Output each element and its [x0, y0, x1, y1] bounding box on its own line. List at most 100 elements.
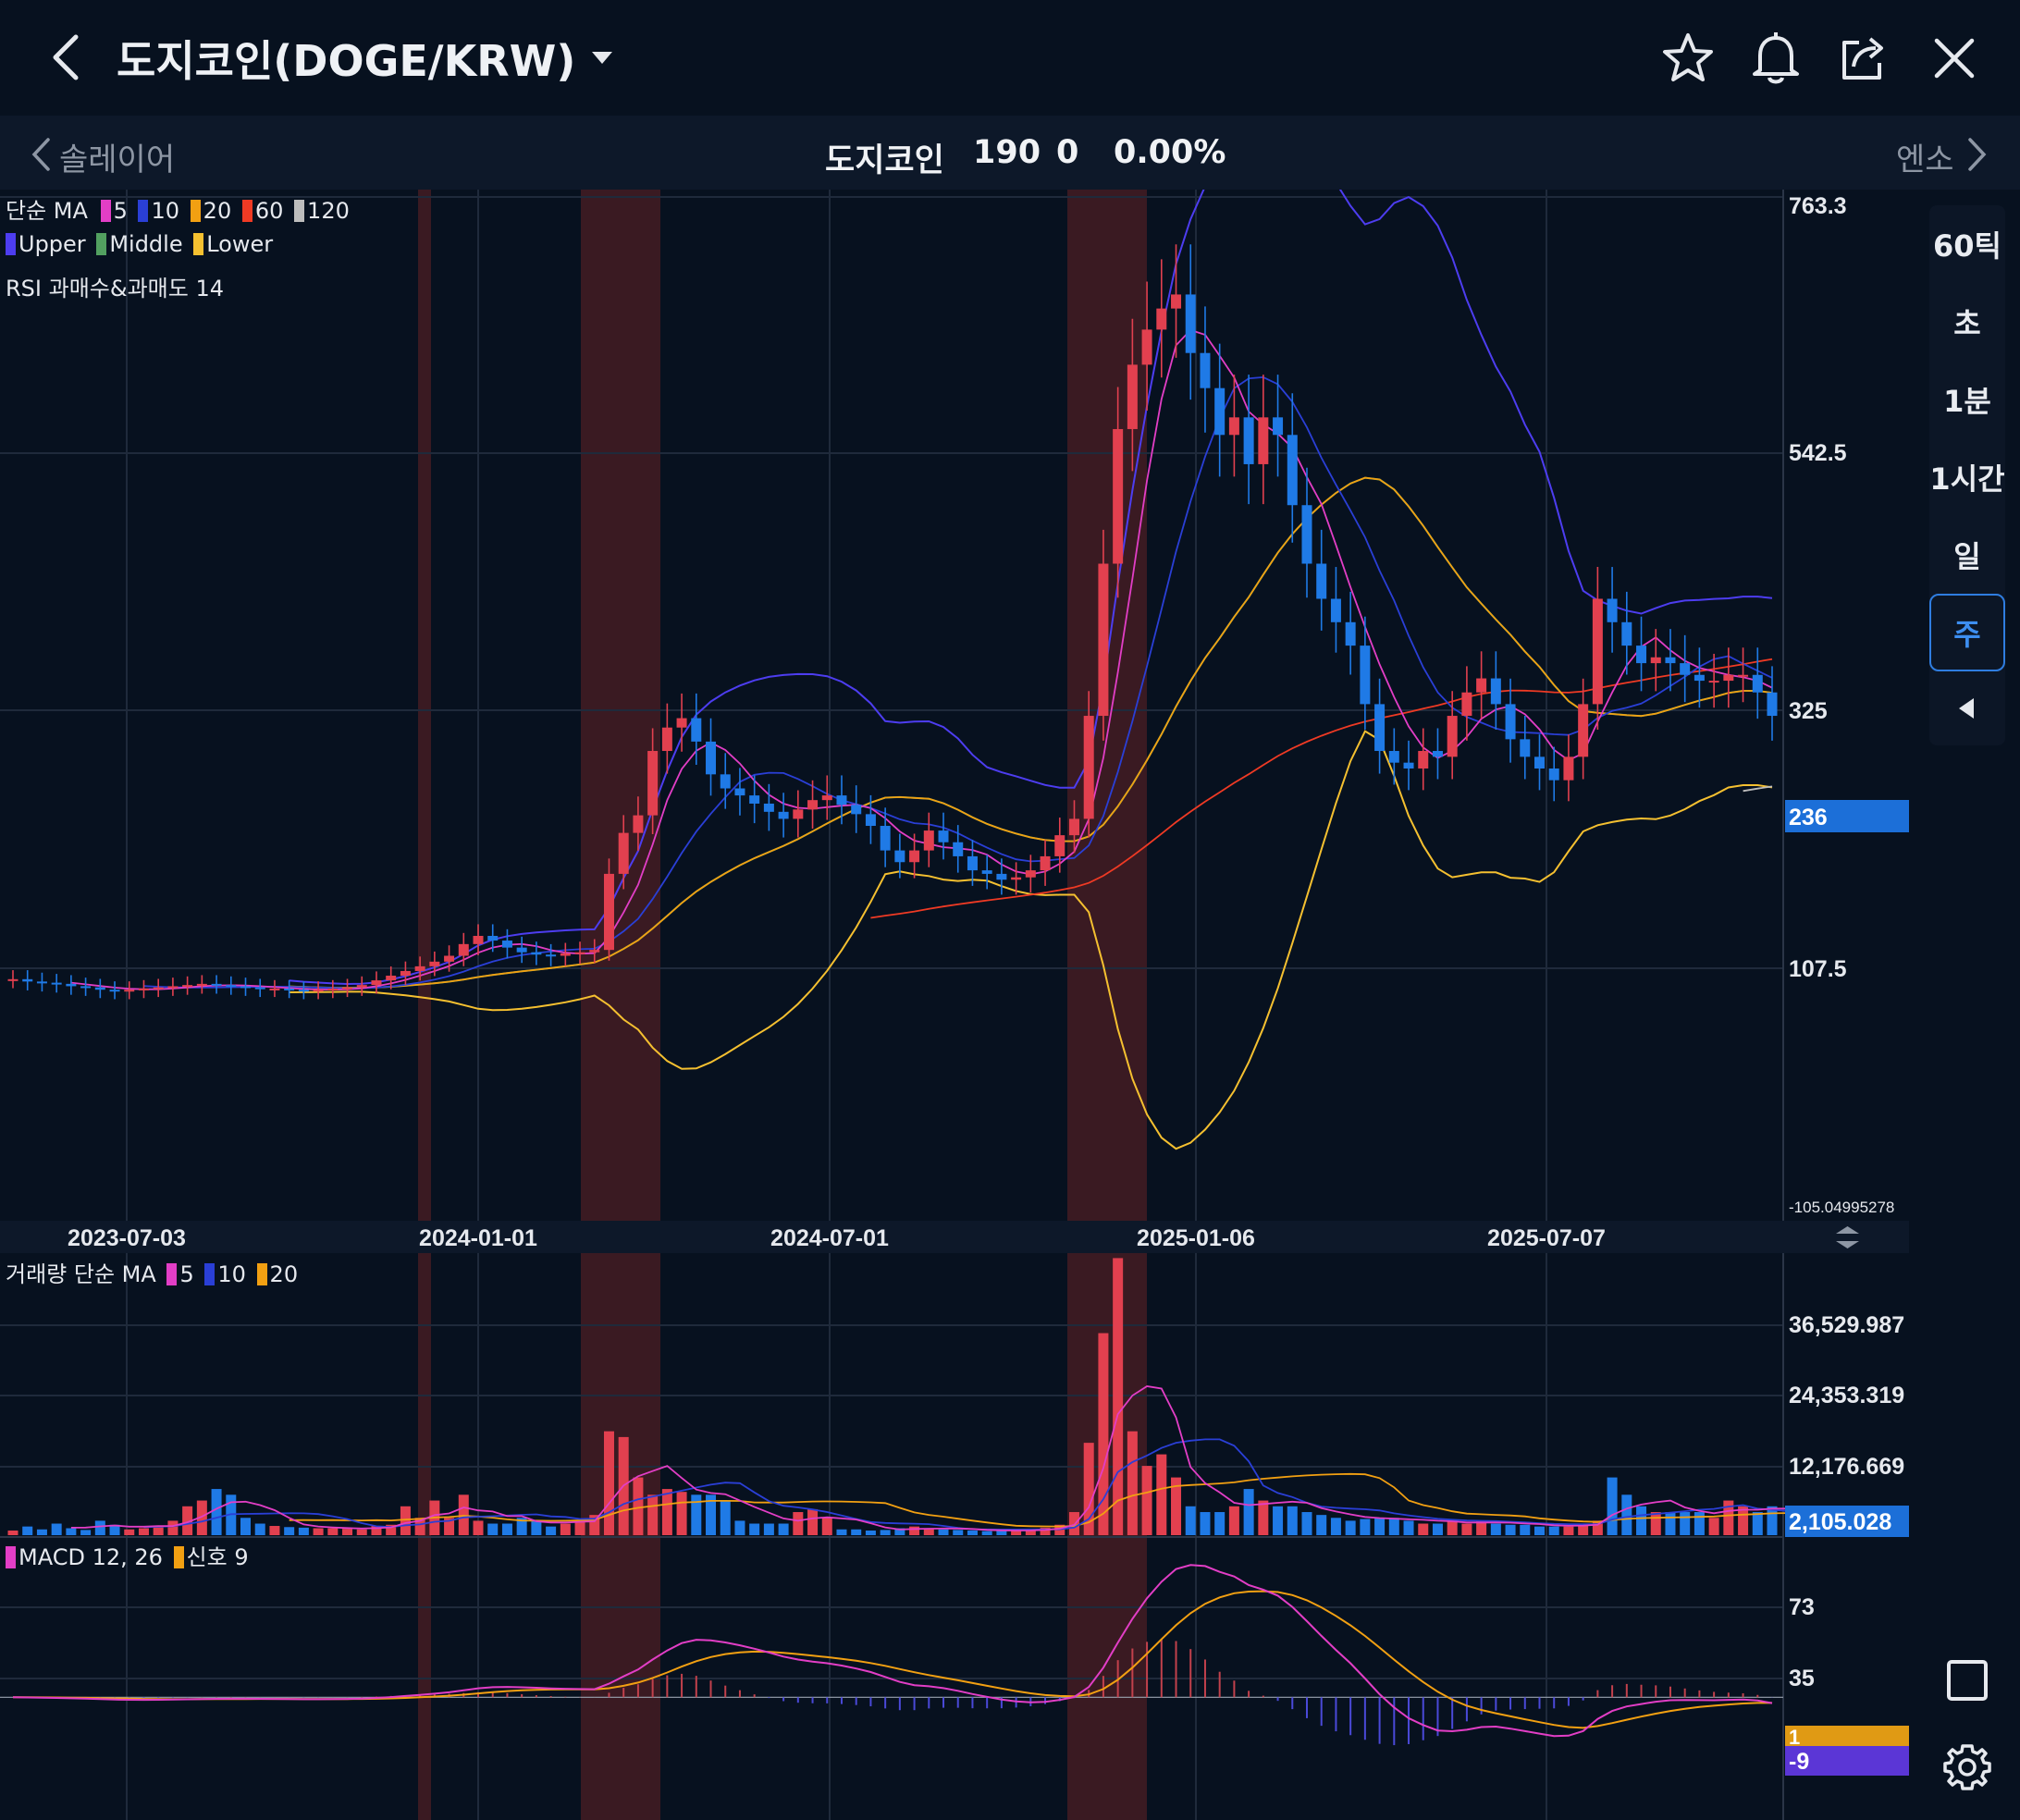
volume-bar	[1563, 1526, 1574, 1535]
candle	[80, 978, 92, 996]
candle	[182, 976, 193, 995]
volume-bar	[807, 1508, 819, 1535]
timeframe-60tick[interactable]: 60틱	[1933, 228, 2002, 264]
candle	[1025, 855, 1036, 893]
fullscreen-square-icon[interactable]	[1944, 1657, 1990, 1703]
page-title[interactable]: 도지코인(DOGE/KRW)	[117, 36, 576, 86]
candle	[429, 951, 440, 977]
ticker-bar: 솔레이어 도지코인 190 0 0.00% 엔소	[0, 116, 2020, 190]
prev-coin-chevron-icon[interactable]	[30, 136, 52, 173]
candle-body	[1592, 598, 1603, 705]
candle-body	[1040, 855, 1051, 871]
bb-lower-swatch	[193, 233, 204, 255]
signal-value-marker	[1785, 1746, 1909, 1776]
candle-body	[1723, 674, 1734, 682]
bb-legend: Upper Middle Lower	[6, 231, 273, 257]
candle	[647, 728, 659, 835]
candle	[1607, 567, 1618, 653]
candle	[953, 825, 964, 873]
candle-body	[778, 811, 789, 819]
candle	[94, 978, 105, 999]
candle	[1228, 375, 1239, 477]
volume-bar	[473, 1520, 484, 1535]
candle-body	[7, 978, 18, 981]
ma60-line	[870, 658, 1773, 919]
volume-bar	[371, 1526, 382, 1535]
prev-coin-link[interactable]: 솔레이어	[59, 141, 176, 178]
highlight-bands	[418, 190, 1147, 1820]
candle	[1113, 387, 1124, 598]
candle-body	[1548, 769, 1559, 781]
volume-bar	[356, 1529, 367, 1535]
candle-body	[618, 832, 629, 874]
ma20-swatch	[190, 200, 201, 222]
timeframe-second[interactable]: 초	[1953, 306, 1981, 341]
next-coin-chevron-icon[interactable]	[1966, 136, 1989, 173]
candle-body	[821, 795, 832, 801]
vol-ma10-swatch	[204, 1263, 216, 1285]
candle-body	[734, 788, 745, 796]
candle	[1636, 616, 1647, 692]
settings-gear-icon[interactable]	[1942, 1742, 1992, 1792]
volume-bar	[1360, 1519, 1371, 1535]
volume-bar	[1723, 1500, 1734, 1535]
candle	[1273, 375, 1284, 477]
volume-bar	[80, 1530, 92, 1535]
timeframe-week[interactable]: 주	[1929, 594, 2005, 671]
chart-area[interactable]: 763.3 542.5 325 107.5 -105.04995278 236 …	[0, 190, 2020, 1820]
bb-upper-line	[289, 190, 1773, 986]
candle-body	[1330, 598, 1341, 622]
candle-body	[1011, 877, 1022, 880]
candle-body	[691, 718, 702, 742]
candle-body	[327, 988, 339, 990]
candle	[763, 783, 774, 831]
candle-body	[981, 870, 992, 874]
candle	[66, 975, 77, 995]
volume-bar	[1621, 1494, 1632, 1535]
volume-ma-lines	[70, 1385, 1802, 1531]
bell-alert-icon[interactable]	[1749, 30, 1803, 87]
ma5-swatch	[100, 200, 111, 222]
candle-body	[356, 985, 367, 988]
candle	[7, 970, 18, 989]
candle	[603, 858, 614, 961]
candle-body	[1025, 870, 1036, 878]
timeframe-day[interactable]: 일	[1953, 539, 1981, 574]
favorite-star-icon[interactable]	[1661, 31, 1715, 85]
volume-bar	[1374, 1518, 1386, 1535]
panel-resize-handle-icon[interactable]	[1836, 1226, 1859, 1248]
candle	[1388, 728, 1399, 785]
next-coin-link[interactable]: 엔소	[1896, 141, 1954, 178]
back-chevron-icon[interactable]	[48, 31, 85, 83]
candle	[981, 855, 992, 890]
volume-bar	[1461, 1523, 1472, 1535]
volume-bar	[400, 1506, 411, 1535]
candle-body	[1636, 646, 1647, 664]
volume-bar	[414, 1518, 425, 1535]
candle-body	[1403, 762, 1414, 769]
close-icon[interactable]	[1931, 35, 1977, 81]
candle	[1083, 691, 1094, 838]
ma5-label: 5	[113, 198, 128, 224]
candle	[865, 794, 876, 844]
share-icon[interactable]	[1837, 30, 1891, 83]
date-tick-label: 2025-01-06	[1137, 1225, 1255, 1251]
candle-body	[414, 965, 425, 971]
timeframe-1hour[interactable]: 1시간	[1929, 461, 2005, 497]
bb-lower-line	[289, 730, 1773, 1150]
ma120-label: 120	[307, 198, 350, 224]
candle	[1360, 616, 1371, 730]
volume-bar	[574, 1520, 585, 1535]
title-dropdown-caret-icon[interactable]	[590, 50, 614, 67]
candle-body	[1490, 678, 1501, 705]
volume-bar	[1680, 1512, 1691, 1535]
candle	[1287, 393, 1298, 543]
volume-bar	[967, 1531, 978, 1535]
timeframe-1min[interactable]: 1분	[1943, 384, 1991, 419]
collapse-panel-triangle-icon[interactable]	[1955, 695, 1979, 721]
macd-signal-line	[13, 1590, 1772, 1729]
candle-body	[516, 947, 527, 953]
candle	[691, 693, 702, 766]
volume-bar	[1243, 1489, 1254, 1535]
macd-tick-label: 35	[1789, 1666, 1815, 1691]
